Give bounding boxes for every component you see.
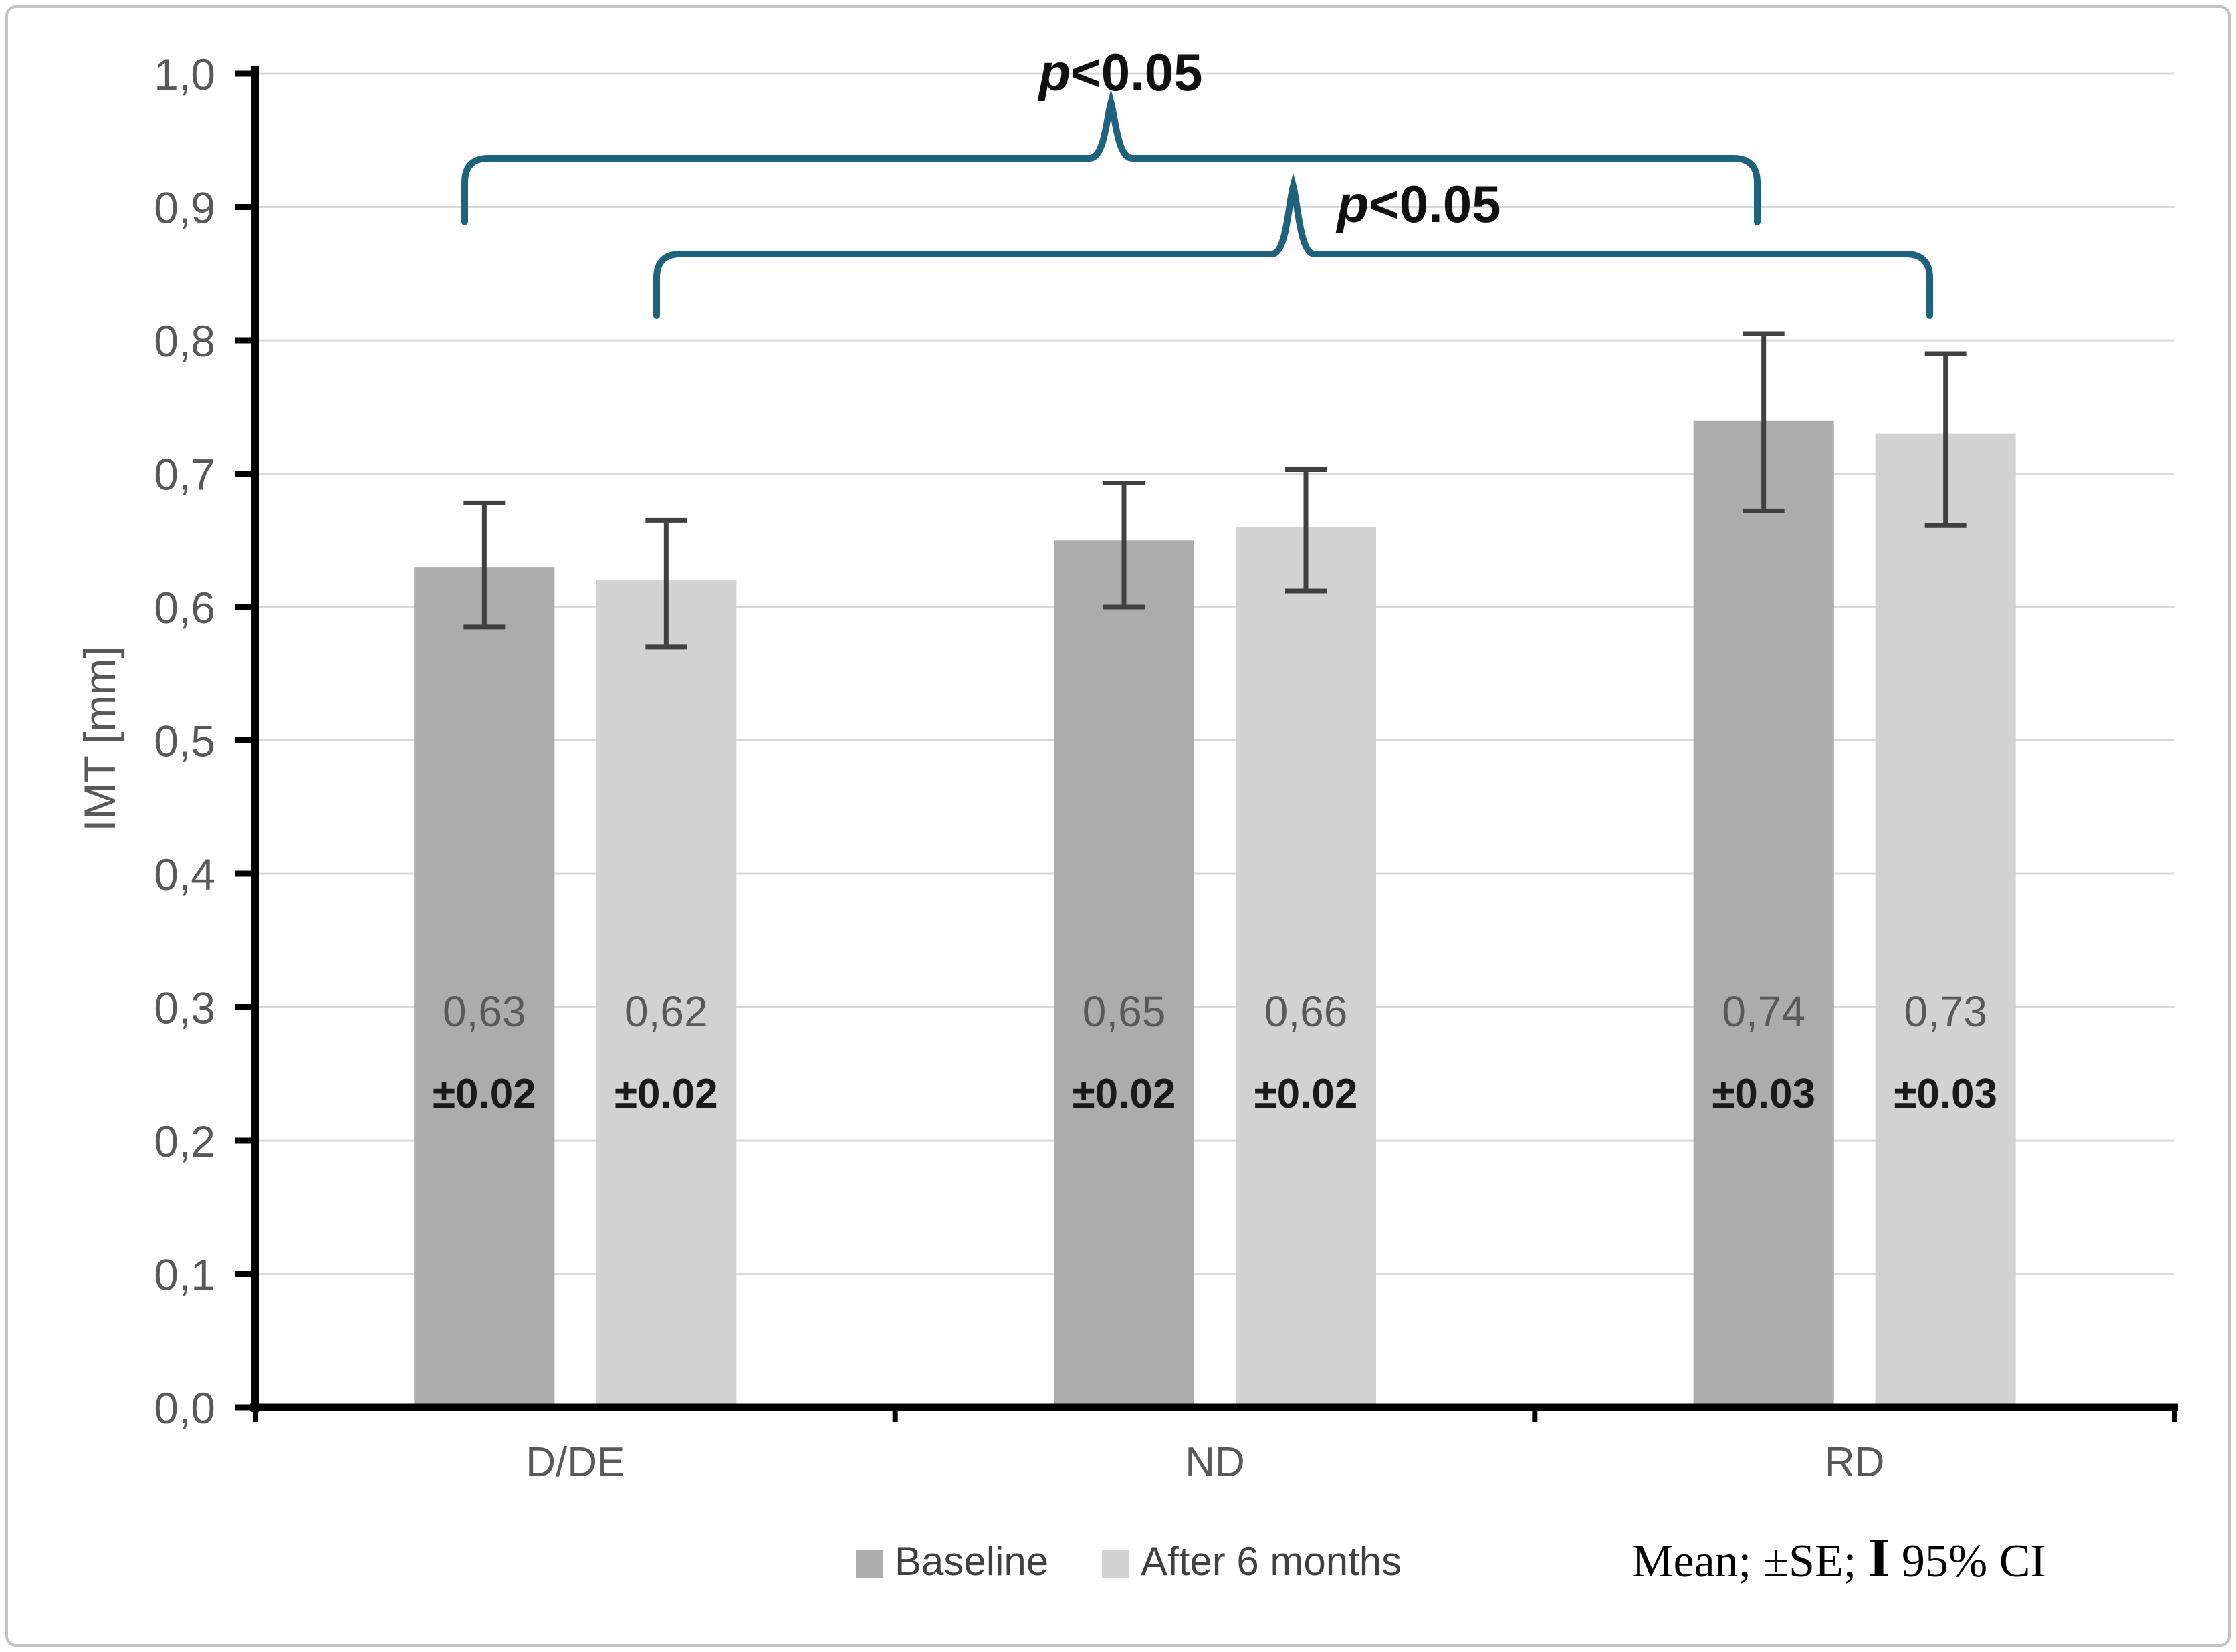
bar-labels: 0,63 ±0.02 0,65 ±0.02 0,74 ±0.03 0,62 ±0.02 0,66… [433,987,1997,1117]
bar-se-label: ±0.02 [1073,1071,1176,1117]
y-axis-tick-label: 0,1 [154,1250,215,1300]
y-axis-tick-label: 0,3 [154,983,215,1033]
bar-se-label: ±0.03 [1712,1071,1815,1117]
bar-se-label: ±0.02 [1254,1071,1358,1117]
bar-1-0 [1054,540,1194,1407]
stat-note-suffix: 95% CI [1890,1536,2045,1587]
bar-0-0 [414,567,555,1407]
gridlines [255,72,2174,1275]
x-category-label: RD [1825,1439,1885,1486]
bar-value-label: 0,66 [1264,987,1348,1036]
axes [250,66,2178,1422]
significance-bracket-2 [653,172,1933,319]
y-axis-tick-label: 0,6 [154,583,215,632]
bar-1-1 [1236,527,1376,1407]
legend: Baseline After 6 months [856,1539,1402,1584]
y-axis-tick-label: 0,0 [154,1383,215,1433]
bar-value-label: 0,63 [443,987,526,1036]
significance-brackets [461,89,1933,319]
y-axis-tick-label: 0,8 [154,316,215,366]
legend-swatch-baseline [856,1550,883,1578]
stat-note-prefix: Mean; ±SE; [1632,1536,1868,1587]
bar-value-label: 0,74 [1722,987,1805,1036]
error-bars [463,331,1967,650]
significance-label-2-p: p [1335,174,1369,233]
x-category-labels: D/DE ND RD [526,1439,1884,1486]
bars [414,420,2016,1408]
y-axis-ticks [235,70,253,1411]
bar-2-1 [1875,433,2016,1407]
significance-bracket-1 [461,89,1761,225]
stat-note: Mean; ±SE; I 95% CI [1632,1527,2045,1589]
y-axis-title: IMT [mm] [75,646,124,831]
x-category-label: D/DE [526,1439,625,1486]
legend-label-baseline: Baseline [895,1539,1048,1584]
bar-se-label: ±0.02 [614,1071,718,1117]
significance-label-1-rest: <0.05 [1071,43,1202,102]
bar-0-1 [596,580,737,1407]
significance-label-1-p: p [1037,43,1071,102]
bar-value-label: 0,62 [625,987,708,1036]
bar-se-label: ±0.02 [433,1071,536,1117]
significance-label-2-rest: <0.05 [1369,174,1500,233]
y-axis-tick-labels: 0,0 0,1 0,2 0,3 0,4 0,5 0,6 0,7 0,8 0,9 1,0 [154,49,215,1433]
y-axis-tick-label: 0,5 [154,717,215,766]
legend-label-after-6-months: After 6 months [1141,1539,1402,1584]
error-bar-icon: I [1868,1527,1890,1589]
bar-value-label: 0,65 [1083,987,1166,1036]
bar-2-0 [1693,420,1834,1408]
bar-se-label: ±0.03 [1894,1071,1997,1117]
chart-render-layer: 0,0 0,1 0,2 0,3 0,4 0,5 0,6 0,7 0,8 0,9 1,0 0,63 ±0.… [154,49,2178,1486]
significance-label-2: p<0.05 [1335,174,1500,233]
static-labels: IMT [mm] p<0.05 p<0.05 Baseline After 6 … [75,43,2046,1589]
y-axis-tick-label: 0,9 [154,183,215,233]
significance-label-1: p<0.05 [1037,43,1202,102]
y-axis-tick-label: 1,0 [154,49,215,99]
legend-swatch-after-6-months [1102,1550,1129,1578]
y-axis-tick-label: 0,7 [154,450,215,499]
bar-value-label: 0,73 [1904,987,1987,1036]
y-axis-tick-label: 0,2 [154,1116,215,1166]
y-axis-tick-label: 0,4 [154,850,215,899]
x-category-label: ND [1185,1439,1245,1486]
